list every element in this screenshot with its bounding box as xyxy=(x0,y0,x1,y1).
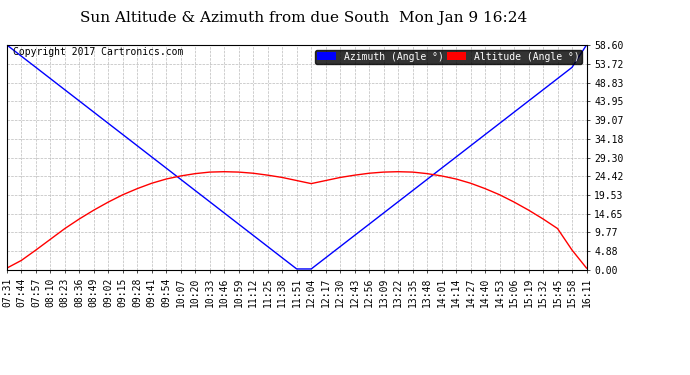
Legend: Azimuth (Angle °), Altitude (Angle °): Azimuth (Angle °), Altitude (Angle °) xyxy=(315,50,582,64)
Text: Copyright 2017 Cartronics.com: Copyright 2017 Cartronics.com xyxy=(12,47,183,57)
Text: Sun Altitude & Azimuth from due South  Mon Jan 9 16:24: Sun Altitude & Azimuth from due South Mo… xyxy=(80,11,527,25)
